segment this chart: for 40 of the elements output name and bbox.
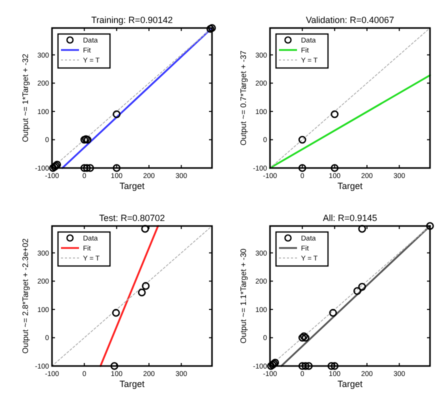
point [208,24,216,32]
y-axis-title: Output ~= 2.8*Target + -2.3e+02 [21,238,30,354]
point [138,288,146,296]
chart-title: Validation: R=0.40067 [306,15,394,25]
point [330,110,339,118]
point [329,308,337,317]
point [112,110,121,118]
point [298,136,306,144]
x-axis-title: Target [119,379,146,389]
chart-title: Training: R=0.90142 [91,15,173,25]
y-axis-title: Output ~= 1.1*Target + -30 [239,248,248,344]
point [426,222,434,230]
point [112,308,120,317]
point [298,362,306,370]
point [328,362,336,370]
point [142,282,150,290]
y-axis-title: Output ~= 0.7*Target + -37 [239,50,248,146]
point [298,164,306,172]
point [302,362,310,370]
x-axis-title: Target [337,379,364,389]
point [353,287,362,295]
point [83,164,91,172]
x-axis-title: Target [119,181,146,191]
point [80,136,88,144]
y-axis-title: Output ~= 1*Target + -32 [21,53,30,142]
point [141,224,149,233]
x-axis-title: Target [337,181,364,191]
point [110,362,118,370]
point [86,164,94,172]
point [358,224,366,233]
point [298,334,306,342]
point [304,362,313,370]
chart-title: Test: R=0.80702 [99,213,165,223]
point [206,24,214,33]
point [330,164,339,172]
point [80,164,88,172]
point [112,164,121,172]
point [358,282,366,291]
chart-title: All: R=0.9145 [322,213,378,223]
point [330,362,339,370]
